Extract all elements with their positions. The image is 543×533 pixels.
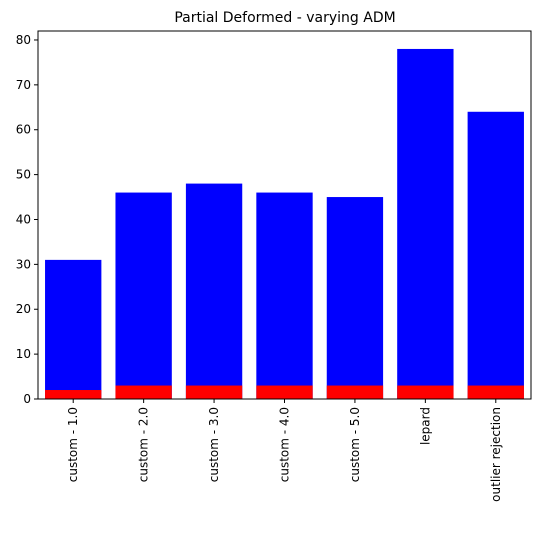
plot-frame	[37, 30, 532, 400]
bar-series2-7	[467, 385, 524, 399]
bar-series1-7	[467, 111, 524, 399]
bar-series2-6	[397, 385, 454, 399]
bar-series1-2	[115, 192, 172, 399]
y-tick-label-2: 20	[16, 302, 31, 316]
bar-series2-4	[256, 385, 313, 399]
x-tick-label-6: lepard	[418, 407, 432, 445]
bar-series2-5	[326, 385, 384, 399]
bars-layer	[45, 48, 524, 399]
y-tick-label-7: 70	[16, 78, 31, 92]
x-tick-label-3: custom - 3.0	[207, 407, 221, 482]
y-tick-label-1: 10	[16, 347, 31, 361]
y-tick-label-5: 50	[16, 168, 31, 182]
axes-layer: 0 10 20 30 40 50 60 70 80 custom - 1.0 custom - 2.…	[16, 30, 532, 502]
x-tick-label-4: custom - 4.0	[278, 407, 292, 482]
bar-series1-3	[185, 183, 243, 399]
bar-series2-1	[45, 390, 102, 399]
x-tick-label-2: custom - 2.0	[137, 407, 151, 482]
bar-series1-6	[397, 48, 454, 399]
y-tick-label-3: 30	[16, 257, 31, 271]
bar-series1-5	[326, 197, 384, 399]
bar-series2-2	[115, 385, 172, 399]
y-tick-label-8: 80	[16, 33, 31, 47]
chart-title: Partial Deformed - varying ADM	[174, 10, 395, 26]
x-tick-label-7: outlier rejection	[489, 407, 503, 502]
x-tick-label-5: custom - 5.0	[348, 407, 362, 482]
bar-series1-4	[256, 192, 313, 399]
bar-series1-1	[45, 259, 102, 399]
x-tick-label-1: custom - 1.0	[66, 407, 80, 482]
bar-series2-3	[185, 385, 243, 399]
y-tick-label-6: 60	[16, 123, 31, 137]
y-tick-label-4: 40	[16, 212, 31, 226]
y-tick-label-0: 0	[23, 392, 31, 406]
